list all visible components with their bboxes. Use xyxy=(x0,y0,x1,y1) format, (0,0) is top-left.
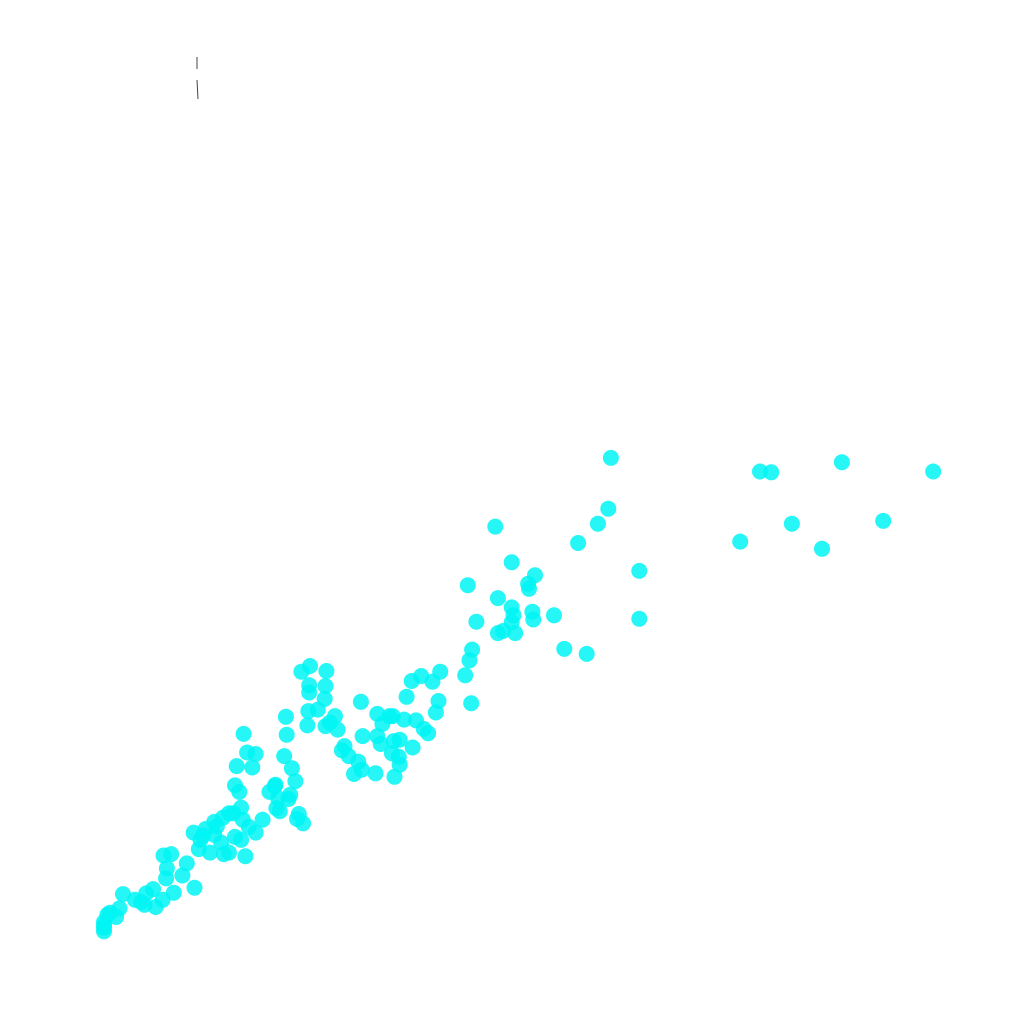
data-point xyxy=(503,554,520,571)
data-point xyxy=(195,827,212,844)
scatter-points xyxy=(96,449,942,940)
data-point xyxy=(247,824,264,841)
data-point xyxy=(833,454,850,471)
data-point xyxy=(432,663,449,680)
data-point xyxy=(464,641,481,658)
data-point xyxy=(247,746,264,762)
data-point xyxy=(228,758,245,775)
data-point xyxy=(352,693,369,710)
data-point xyxy=(244,759,261,776)
data-point xyxy=(505,607,522,624)
corner-marks xyxy=(196,57,199,100)
data-point xyxy=(165,884,182,901)
data-point xyxy=(408,712,424,729)
data-point xyxy=(282,786,299,803)
data-point xyxy=(283,760,300,777)
data-point xyxy=(457,667,474,684)
data-point xyxy=(589,515,606,532)
data-point xyxy=(329,721,346,738)
data-point xyxy=(556,640,573,657)
data-point xyxy=(631,562,648,579)
data-point xyxy=(495,623,512,639)
data-point xyxy=(763,464,780,481)
data-point xyxy=(925,463,942,480)
data-point xyxy=(372,736,389,752)
data-point xyxy=(396,711,412,728)
data-point xyxy=(459,577,476,594)
data-point xyxy=(163,846,180,863)
data-point xyxy=(487,518,504,535)
data-point xyxy=(463,695,480,712)
data-point xyxy=(430,693,447,709)
data-point xyxy=(318,663,335,679)
data-point xyxy=(145,881,162,898)
data-point xyxy=(235,725,252,742)
data-point xyxy=(237,848,254,865)
data-point xyxy=(391,731,408,748)
data-point xyxy=(420,725,437,742)
data-point xyxy=(233,831,250,848)
data-point xyxy=(266,778,283,795)
data-point xyxy=(271,803,288,820)
data-point xyxy=(353,761,370,778)
data-point xyxy=(290,806,307,822)
data-point xyxy=(174,867,191,884)
data-point xyxy=(276,748,293,765)
data-point xyxy=(367,765,384,782)
data-point xyxy=(489,590,506,607)
data-point xyxy=(133,894,150,910)
data-point xyxy=(875,512,892,529)
data-point xyxy=(732,533,749,550)
data-point xyxy=(301,684,318,701)
data-point xyxy=(309,701,326,718)
data-point xyxy=(202,844,218,861)
data-point xyxy=(398,688,415,705)
data-point xyxy=(278,726,295,743)
data-point xyxy=(524,603,541,620)
data-point xyxy=(115,886,131,903)
data-point xyxy=(381,708,398,725)
data-point xyxy=(225,805,242,822)
data-point xyxy=(299,717,316,734)
data-point xyxy=(546,607,562,624)
data-point xyxy=(302,658,318,674)
data-point xyxy=(186,879,203,896)
data-point xyxy=(369,705,386,722)
data-point xyxy=(390,748,407,765)
data-point xyxy=(386,768,403,785)
data-point xyxy=(231,783,248,800)
data-point xyxy=(602,449,619,466)
data-point xyxy=(254,811,271,828)
data-point xyxy=(570,535,587,551)
data-point xyxy=(783,515,800,532)
data-point xyxy=(600,500,617,517)
data-point xyxy=(317,678,334,694)
data-point xyxy=(327,708,343,725)
corner-mark-bottom xyxy=(196,79,199,100)
data-point xyxy=(277,708,294,725)
data-point xyxy=(507,625,524,642)
data-point xyxy=(158,860,175,877)
data-point xyxy=(99,906,116,923)
data-point xyxy=(631,610,648,627)
data-point xyxy=(287,773,304,790)
data-point xyxy=(354,728,371,745)
data-point xyxy=(814,540,830,557)
data-point xyxy=(404,739,421,756)
data-point xyxy=(213,834,230,851)
data-point xyxy=(178,855,195,872)
data-point xyxy=(468,613,485,630)
data-point xyxy=(578,645,595,662)
data-point xyxy=(527,567,543,584)
